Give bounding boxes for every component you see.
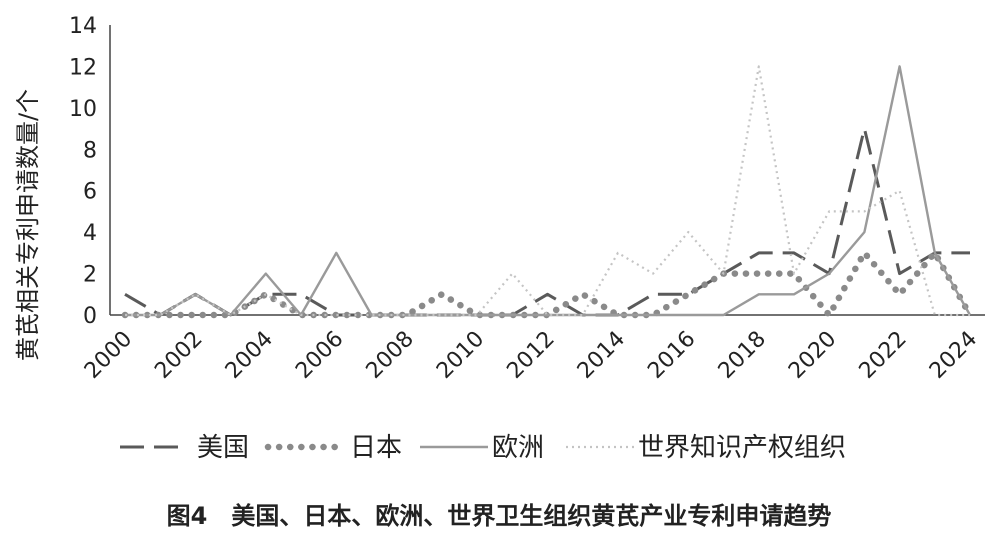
x-tick-label: 2014 xyxy=(573,327,630,384)
legend-label-1: 美国 xyxy=(197,433,249,463)
y-tick-label: 2 xyxy=(83,263,97,288)
series-line-4 xyxy=(125,65,970,317)
figure-caption: 图4 美国、日本、欧洲、世界卫生组织黄芪产业专利申请趋势 xyxy=(166,502,832,530)
x-tick-label: 2024 xyxy=(925,327,982,384)
x-tick-label: 2000 xyxy=(80,327,137,384)
y-tick-label: 6 xyxy=(83,180,97,205)
y-tick-label: 12 xyxy=(69,55,97,80)
x-tick-label: 2002 xyxy=(150,327,207,384)
y-tick-label: 8 xyxy=(83,138,97,163)
series-lines xyxy=(121,65,974,319)
y-tick-label: 4 xyxy=(83,221,97,246)
line-chart: 0 2 4 6 8 10 12 14 2000 2002 2004 2006 2008 2010 2012… xyxy=(14,14,985,463)
x-tick-label: 2018 xyxy=(714,327,771,384)
legend-label-4: 世界知识产权组织 xyxy=(638,433,846,463)
series-line-3 xyxy=(125,65,972,317)
y-tick-label: 0 xyxy=(83,304,97,329)
y-tick-label: 14 xyxy=(69,14,97,39)
y-ticks: 0 2 4 6 8 10 12 14 xyxy=(69,14,97,329)
y-tick-label: 10 xyxy=(69,97,97,122)
x-tick-label: 2004 xyxy=(221,327,278,384)
x-tick-label: 2016 xyxy=(643,327,700,384)
legend: 美国 日本 欧洲 世界知识产权组织 xyxy=(120,433,846,463)
x-tick-label: 2022 xyxy=(855,327,912,384)
x-tick-label: 2010 xyxy=(432,327,489,384)
x-tick-label: 2012 xyxy=(502,327,559,384)
legend-label-3: 欧洲 xyxy=(492,433,544,463)
legend-label-2: 日本 xyxy=(350,433,402,463)
y-axis-label: 黄芪相关专利申请数量/个 xyxy=(14,89,42,361)
x-tick-label: 2006 xyxy=(291,327,348,384)
x-tick-label: 2020 xyxy=(784,327,841,384)
x-tick-label: 2008 xyxy=(362,327,419,384)
series-line-2 xyxy=(121,249,974,319)
x-ticks: 2000 2002 2004 2006 2008 2010 2012 2014 2016 2018… xyxy=(80,327,982,384)
